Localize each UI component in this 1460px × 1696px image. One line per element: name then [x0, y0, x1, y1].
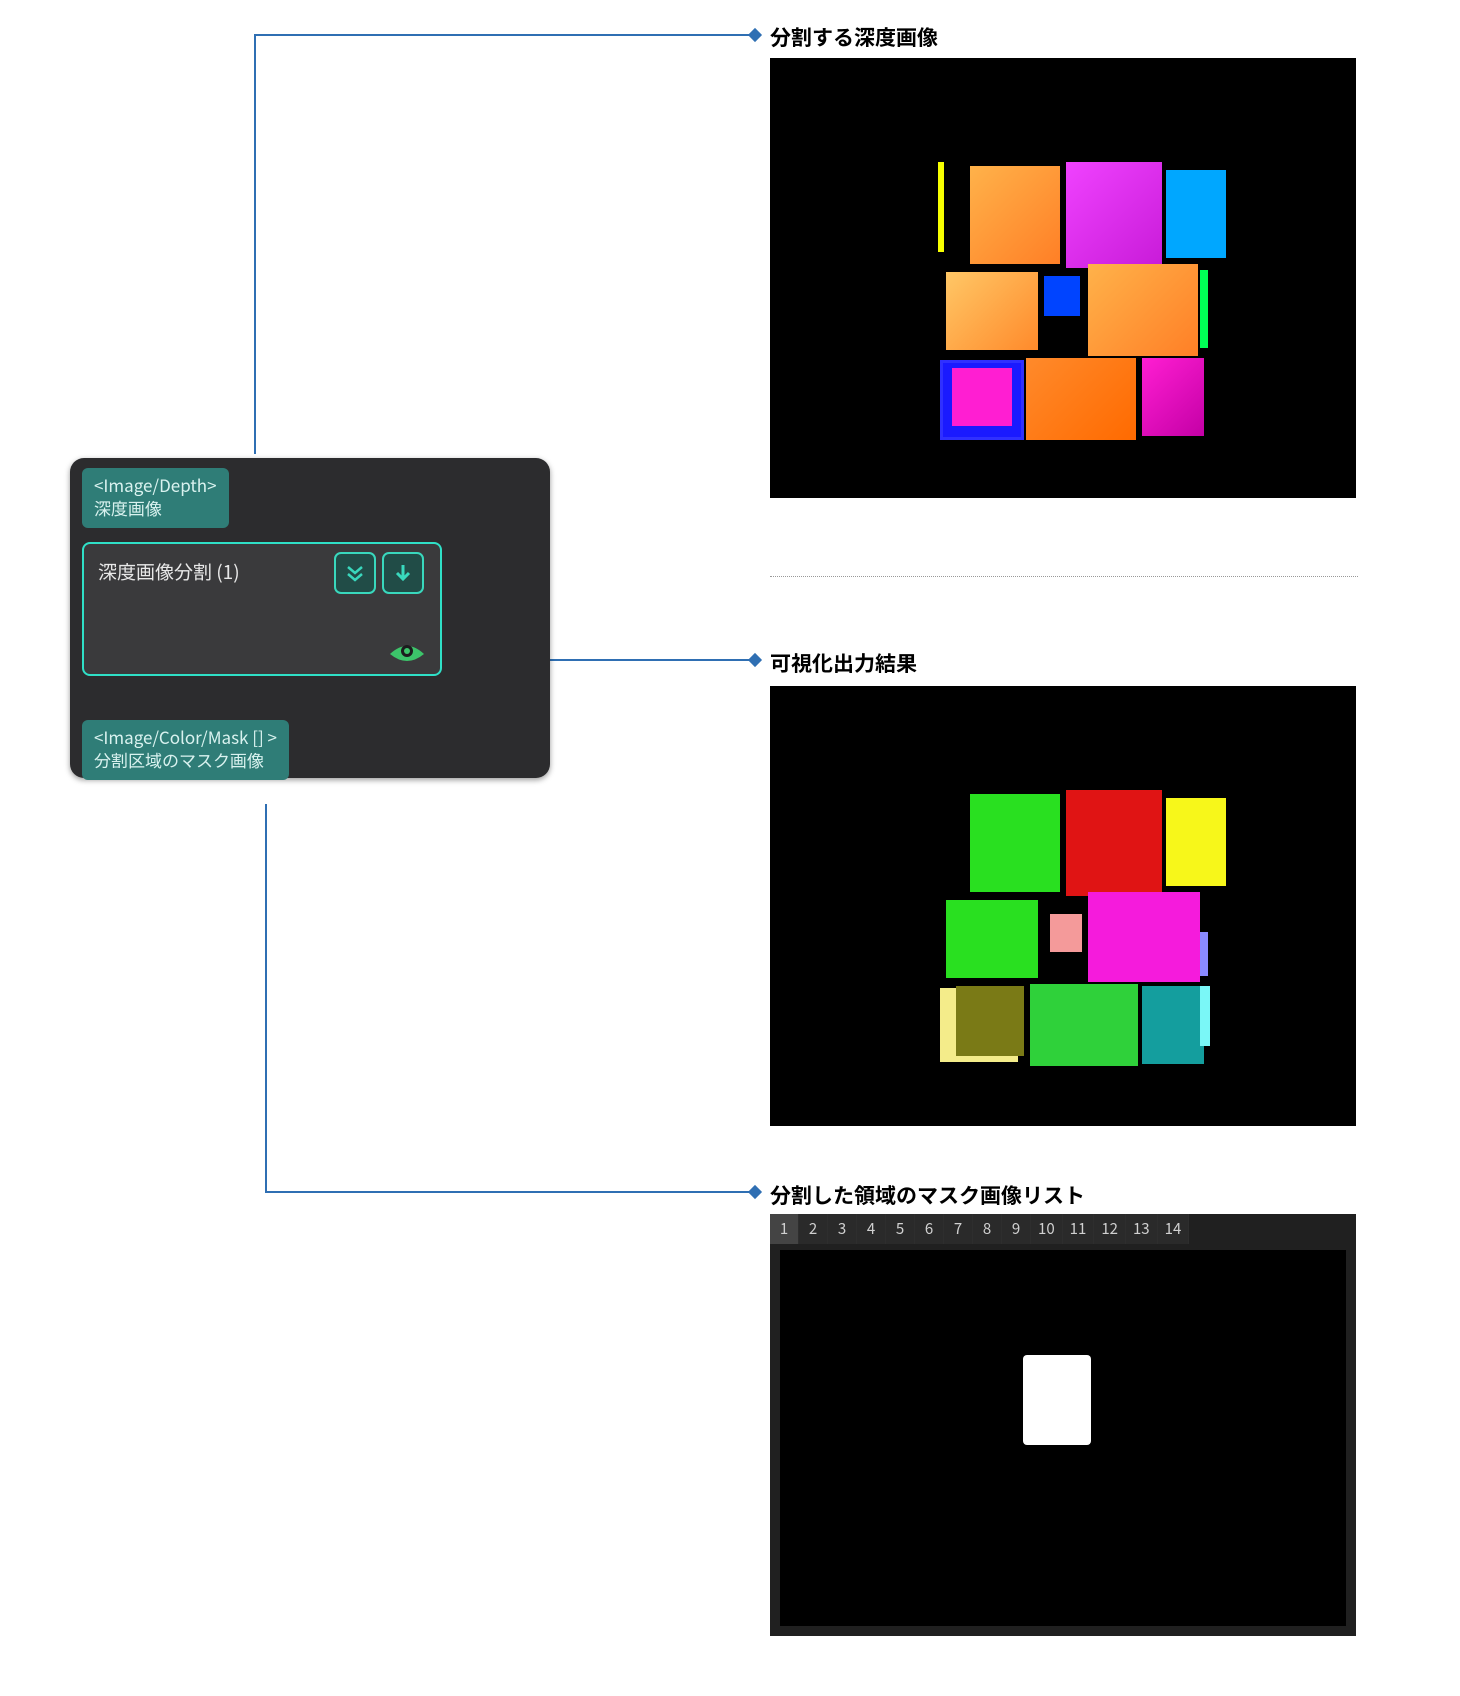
node-body[interactable]: 深度画像分割 (1)	[82, 542, 442, 676]
node-input-port[interactable]: <Image/Depth> 深度画像	[82, 468, 229, 528]
page-root: <Image/Depth> 深度画像 深度画像分割 (1)	[0, 0, 1460, 1696]
segment-block	[952, 368, 1012, 426]
figure-depth-image	[770, 58, 1356, 498]
chevron-double-down-icon	[345, 563, 365, 583]
mask-tab[interactable]: 9	[1002, 1214, 1031, 1244]
mask-tab[interactable]: 1	[770, 1214, 799, 1244]
mask-preview	[780, 1250, 1346, 1626]
segment-block	[938, 162, 944, 252]
segment-block	[1142, 986, 1204, 1064]
section-title-mask-list: 分割した領域のマスク画像リスト	[770, 1180, 1085, 1210]
mask-tab[interactable]: 10	[1031, 1214, 1063, 1244]
segment-block	[1088, 892, 1200, 982]
mask-tab[interactable]: 5	[886, 1214, 915, 1244]
mask-tab[interactable]: 4	[857, 1214, 886, 1244]
segment-block	[1044, 276, 1080, 316]
segment-block	[1030, 984, 1138, 1066]
segment-block	[970, 794, 1060, 892]
port-type-label: <Image/Color/Mask [] >	[94, 726, 277, 749]
port-name-label: 分割区域のマスク画像	[94, 749, 277, 772]
segment-block	[1200, 932, 1208, 976]
mask-tab[interactable]: 6	[915, 1214, 944, 1244]
segment-block	[1142, 358, 1204, 436]
segment-block	[956, 986, 1024, 1056]
expand-down-button[interactable]	[334, 552, 376, 594]
segment-block	[1166, 798, 1226, 886]
port-name-label: 深度画像	[94, 497, 217, 520]
section-divider	[770, 576, 1358, 577]
node-depth-image-split[interactable]: <Image/Depth> 深度画像 深度画像分割 (1)	[70, 458, 550, 778]
mask-tab[interactable]: 13	[1126, 1214, 1158, 1244]
mask-tab[interactable]: 2	[799, 1214, 828, 1244]
node-title: 深度画像分割 (1)	[98, 558, 240, 585]
segment-block	[970, 166, 1060, 264]
segment-block	[1088, 264, 1198, 356]
mask-tab[interactable]: 14	[1158, 1214, 1190, 1244]
mask-tab[interactable]: 3	[828, 1214, 857, 1244]
mask-tab[interactable]: 7	[944, 1214, 973, 1244]
segment-block	[1050, 914, 1082, 952]
mask-tab[interactable]: 11	[1063, 1214, 1095, 1244]
mask-tab[interactable]: 8	[973, 1214, 1002, 1244]
segment-block	[1066, 790, 1162, 896]
segment-block	[946, 900, 1038, 978]
mask-tab[interactable]: 12	[1094, 1214, 1126, 1244]
figure-visualization-output	[770, 686, 1356, 1126]
segment-block	[1200, 986, 1210, 1046]
segment-block	[1066, 162, 1162, 268]
segment-block	[1166, 170, 1226, 258]
arrow-down-icon	[393, 563, 413, 583]
segment-block	[946, 272, 1038, 350]
port-type-label: <Image/Depth>	[94, 474, 217, 497]
mask-image-list-panel: 1234567891011121314	[770, 1214, 1356, 1636]
section-title-depth-input: 分割する深度画像	[770, 22, 938, 52]
download-button[interactable]	[382, 552, 424, 594]
mask-region	[1023, 1355, 1091, 1445]
segment-block	[1200, 270, 1208, 348]
mask-tab-bar: 1234567891011121314	[770, 1214, 1189, 1244]
section-title-visualization: 可視化出力結果	[770, 648, 917, 678]
visibility-icon[interactable]	[388, 638, 426, 666]
segment-block	[1026, 358, 1136, 440]
node-output-port[interactable]: <Image/Color/Mask [] > 分割区域のマスク画像	[82, 720, 289, 780]
